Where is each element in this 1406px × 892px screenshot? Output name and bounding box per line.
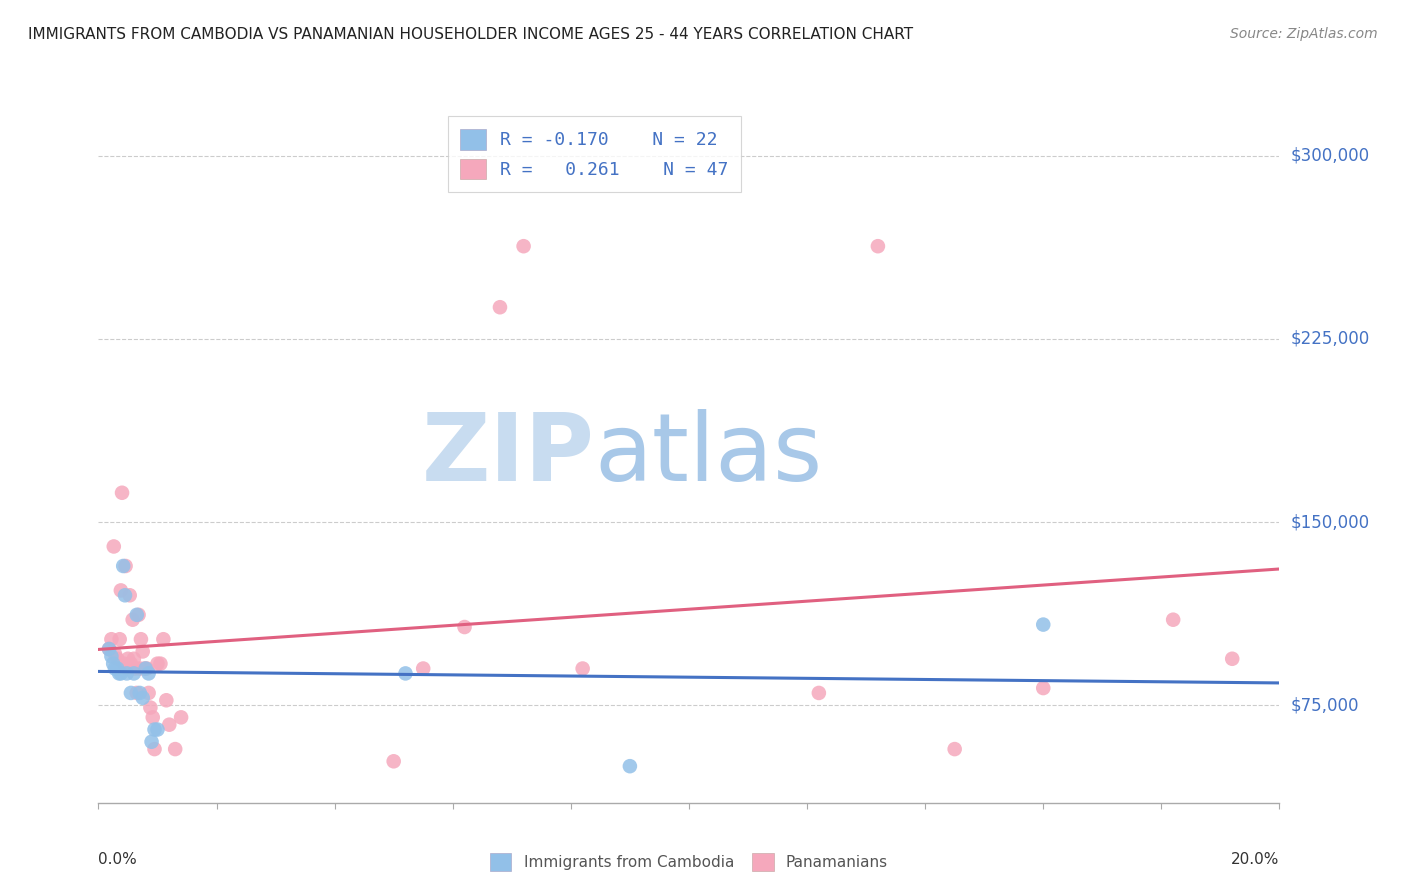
Point: [114, 588, 136, 602]
Point: [412, 661, 434, 675]
Point: [571, 661, 593, 675]
Point: [943, 742, 966, 756]
Point: [157, 717, 180, 731]
Point: [152, 632, 174, 647]
Point: [143, 742, 166, 756]
Text: $75,000: $75,000: [1291, 696, 1360, 714]
Point: [138, 666, 160, 681]
Text: 0.0%: 0.0%: [98, 852, 138, 866]
Point: [143, 723, 166, 737]
Point: [110, 666, 132, 681]
Text: Source: ZipAtlas.com: Source: ZipAtlas.com: [1230, 27, 1378, 41]
Point: [98, 642, 121, 657]
Point: [1220, 652, 1243, 666]
Point: [134, 661, 156, 675]
Point: [111, 485, 134, 500]
Point: [139, 700, 162, 714]
Point: [1161, 613, 1184, 627]
Point: [125, 607, 148, 622]
Text: $300,000: $300,000: [1291, 147, 1369, 165]
Point: [1032, 617, 1054, 632]
Point: [115, 661, 138, 675]
Point: [100, 649, 122, 664]
Point: [124, 661, 146, 675]
Point: [382, 754, 405, 768]
Point: [866, 239, 889, 253]
Point: [135, 661, 157, 675]
Point: [129, 632, 152, 647]
Point: [104, 647, 127, 661]
Point: [128, 661, 150, 675]
Point: [100, 632, 122, 647]
Point: [128, 686, 150, 700]
Point: [132, 690, 155, 705]
Point: [108, 666, 131, 681]
Point: [122, 666, 145, 681]
Point: [512, 239, 534, 253]
Text: ZIP: ZIP: [422, 409, 595, 501]
Point: [112, 657, 135, 671]
Point: [1032, 681, 1054, 695]
Point: [135, 661, 157, 675]
Point: [104, 661, 127, 675]
Point: [155, 693, 177, 707]
Point: [132, 644, 155, 658]
Point: [105, 652, 128, 666]
Point: [118, 588, 141, 602]
Point: [121, 613, 143, 627]
Point: [122, 652, 145, 666]
Text: $150,000: $150,000: [1291, 513, 1369, 531]
Point: [112, 559, 135, 574]
Legend: Immigrants from Cambodia, Panamanians: Immigrants from Cambodia, Panamanians: [482, 846, 896, 879]
Point: [149, 657, 172, 671]
Point: [103, 540, 125, 554]
Text: $225,000: $225,000: [1291, 330, 1369, 348]
Point: [120, 657, 142, 671]
Point: [128, 607, 150, 622]
Point: [98, 642, 121, 657]
Point: [170, 710, 193, 724]
Point: [142, 710, 165, 724]
Point: [619, 759, 641, 773]
Point: [807, 686, 830, 700]
Text: IMMIGRANTS FROM CAMBODIA VS PANAMANIAN HOUSEHOLDER INCOME AGES 25 - 44 YEARS COR: IMMIGRANTS FROM CAMBODIA VS PANAMANIAN H…: [28, 27, 914, 42]
Point: [117, 652, 139, 666]
Point: [141, 735, 163, 749]
Point: [146, 657, 169, 671]
Point: [114, 559, 136, 574]
Point: [138, 686, 160, 700]
Point: [165, 742, 187, 756]
Point: [453, 620, 475, 634]
Text: atlas: atlas: [595, 409, 823, 501]
Point: [105, 661, 128, 675]
Point: [110, 583, 132, 598]
Text: 20.0%: 20.0%: [1232, 852, 1279, 866]
Point: [120, 686, 142, 700]
Point: [103, 657, 125, 671]
Point: [146, 723, 169, 737]
Point: [394, 666, 416, 681]
Point: [125, 686, 148, 700]
Point: [108, 632, 131, 647]
Point: [115, 666, 138, 681]
Point: [489, 300, 512, 314]
